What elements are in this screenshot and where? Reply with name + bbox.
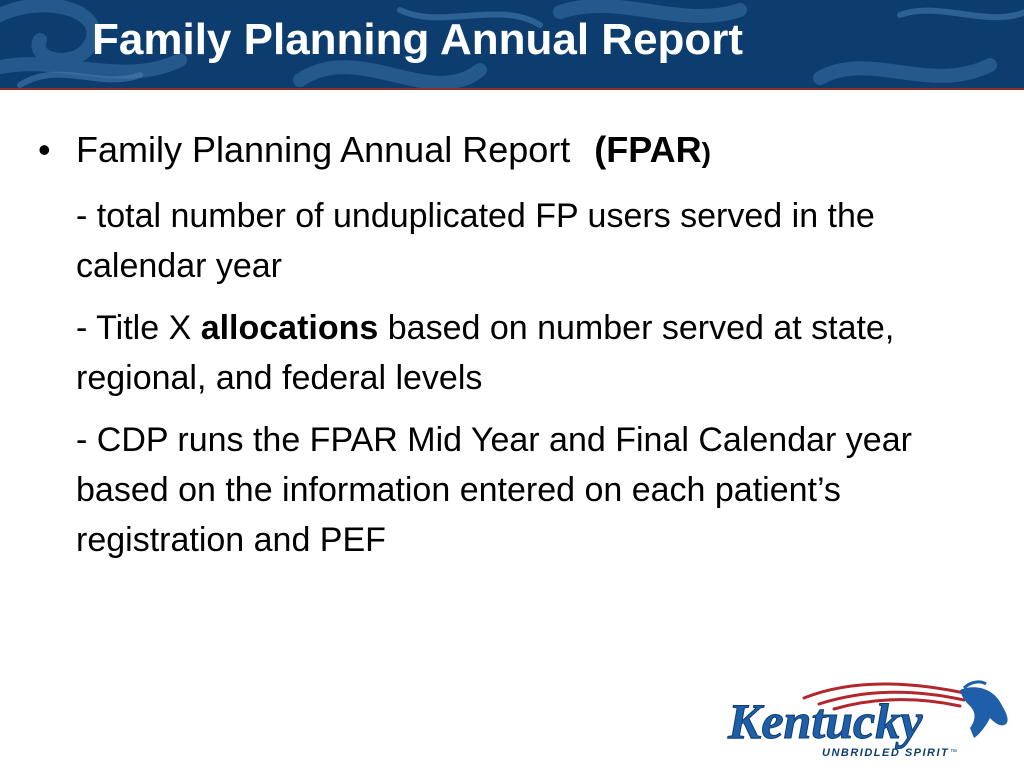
open-paren: ( — [594, 129, 607, 170]
sub-point-allocations-pre: - Title X — [76, 309, 201, 347]
main-bullet-text: Family Planning Annual Report — [76, 129, 571, 170]
page-title: Family Planning Annual Report — [92, 15, 744, 64]
sub-point-cdp: - CDP runs the FPAR Mid Year and Final C… — [76, 421, 912, 559]
acronym-text: FPAR — [606, 129, 702, 170]
horse-head-icon — [960, 680, 1008, 738]
sub-point-allocations-post: based on number served at state, regiona… — [76, 309, 895, 397]
swirl-decoration-icon — [0, 0, 1024, 88]
bullet-icon: • — [38, 129, 51, 170]
slide-body: • Family Planning Annual Report (FPAR) - … — [38, 128, 998, 577]
logo-tagline: UNBRIDLED SPIRIT — [822, 747, 949, 759]
close-paren: ) — [701, 137, 711, 168]
main-bullet: • Family Planning Annual Report (FPAR) — [38, 128, 998, 175]
acronym-label: (FPAR) — [594, 129, 711, 170]
sub-point-allocations: - Title X allocations based on number se… — [38, 303, 1006, 403]
title-bar: Family Planning Annual Report — [0, 0, 1024, 90]
kentucky-logo: Kentucky UNBRIDLED SPIRIT ™ — [727, 680, 1008, 759]
sub-point-allocations-bold: allocations — [200, 309, 379, 347]
logo-trademark: ™ — [950, 749, 957, 756]
sub-point-users: - total number of unduplicated FP users … — [76, 197, 875, 285]
logo-word: Kentucky — [727, 693, 923, 749]
